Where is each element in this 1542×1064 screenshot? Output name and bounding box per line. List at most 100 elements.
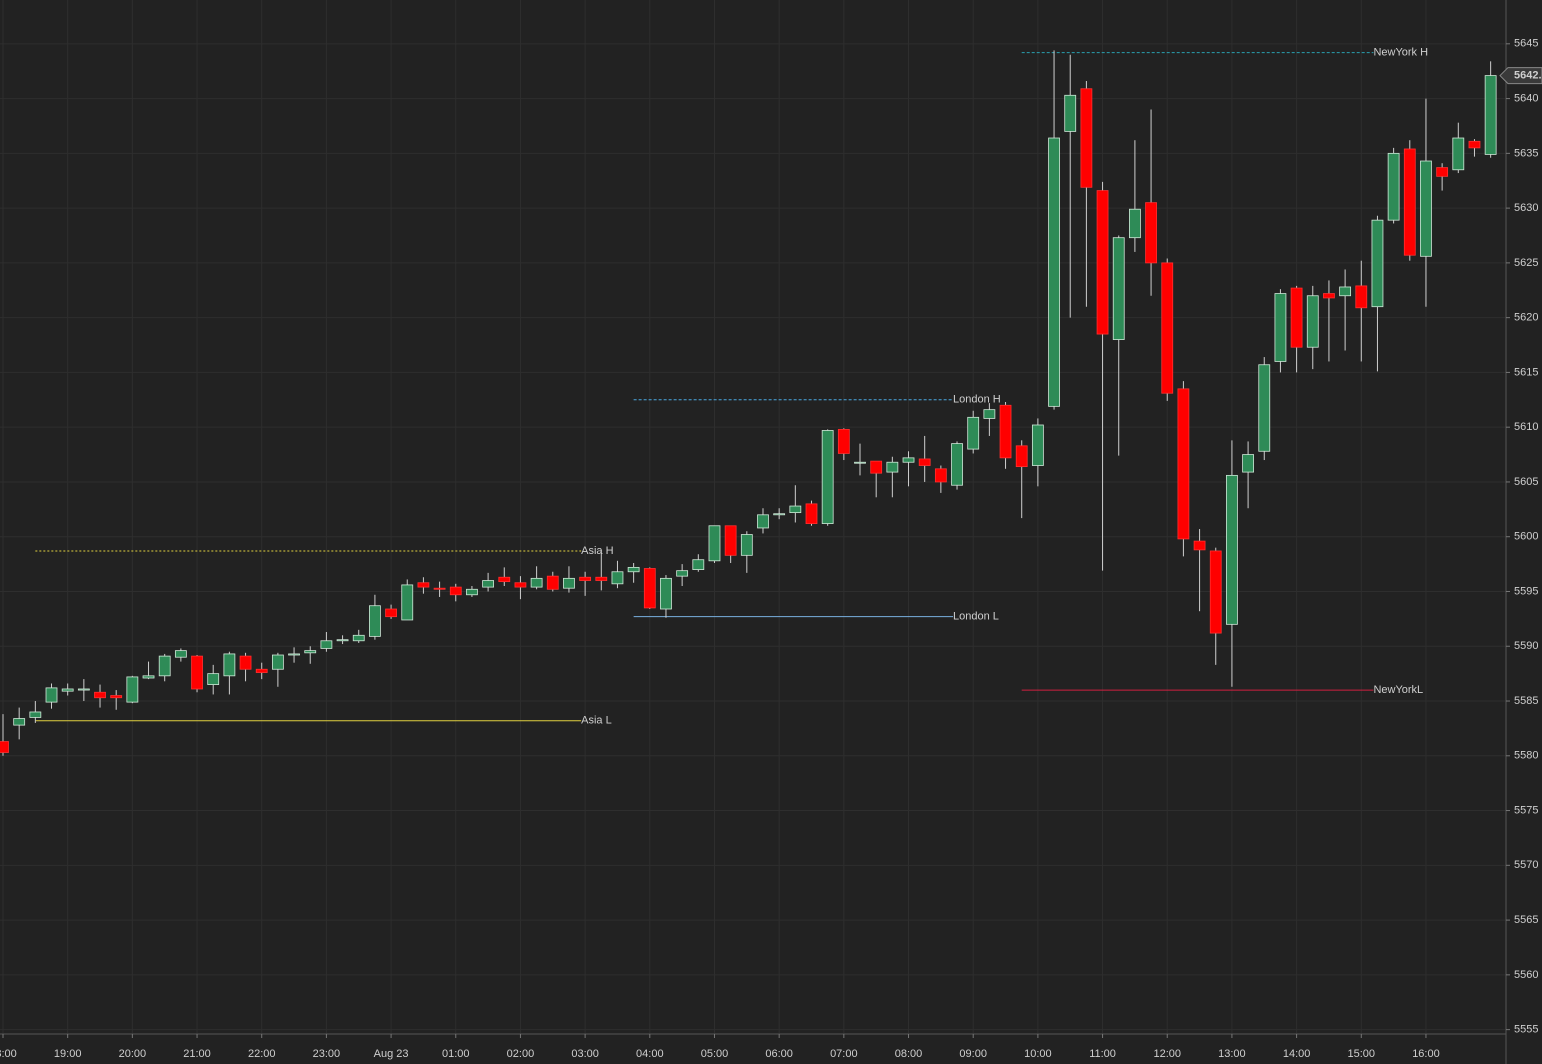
- x-tick-label: 21:00: [183, 1048, 211, 1060]
- candle-body: [174, 650, 187, 658]
- last-price-tag: [1499, 67, 1542, 85]
- y-tick-label: 5615: [1514, 366, 1538, 378]
- candle-body: [45, 687, 58, 703]
- candle-body: [352, 634, 365, 642]
- candle-body: [1420, 160, 1432, 257]
- x-tick-label: 11:00: [1089, 1048, 1116, 1060]
- candle-body: [1355, 285, 1368, 309]
- candle-body: [1452, 137, 1465, 171]
- x-tick-label: 05:00: [701, 1048, 729, 1060]
- candle-body: [1323, 293, 1335, 299]
- x-tick-label: 23:00: [313, 1048, 341, 1060]
- candle-body: [1177, 388, 1190, 540]
- candle-body: [401, 584, 414, 621]
- candle-body: [660, 577, 672, 610]
- candle-body: [239, 655, 252, 670]
- candle-body: [466, 588, 478, 596]
- candle-body: [1258, 364, 1271, 452]
- candle-body: [773, 513, 786, 516]
- candle-body: [870, 460, 883, 474]
- y-tick-label: 5610: [1514, 421, 1538, 433]
- level-label: London H: [953, 394, 1001, 406]
- levels: Asia H Asia L London H London L NewYork H New…: [35, 46, 1428, 727]
- candle-body: [385, 608, 397, 618]
- candle-body: [1145, 202, 1157, 264]
- candle-body: [611, 571, 624, 585]
- candle-body: [0, 741, 9, 753]
- candle-body: [1096, 190, 1109, 335]
- level-label: London L: [953, 611, 999, 623]
- candle-body: [13, 718, 26, 726]
- x-tick-label: 15:00: [1348, 1048, 1376, 1060]
- candle-body: [482, 580, 495, 588]
- candle-body: [449, 586, 462, 596]
- candle-body: [967, 416, 980, 450]
- candle-body: [320, 640, 333, 649]
- candle-body: [417, 582, 430, 588]
- candle-body: [902, 457, 915, 463]
- x-tick-label: 16:00: [1412, 1048, 1440, 1060]
- candle-body: [676, 570, 689, 577]
- candle-body: [886, 461, 899, 473]
- candle-body: [158, 655, 171, 677]
- candle-body: [1031, 424, 1044, 466]
- candle-body: [1274, 293, 1287, 362]
- candle-body: [918, 458, 931, 466]
- candle-body: [1226, 474, 1238, 625]
- last-price-label: 5642.: [1514, 69, 1542, 81]
- y-tick-label: 5620: [1514, 312, 1538, 324]
- candle-body: [1161, 262, 1174, 394]
- candle-body: [1371, 219, 1384, 308]
- x-tick-label: 03:00: [571, 1048, 599, 1060]
- candle-body: [627, 566, 640, 573]
- candle-body: [77, 688, 90, 691]
- y-tick-label: 5605: [1514, 476, 1538, 488]
- candle-body: [1403, 148, 1416, 256]
- x-tick-label: 10:00: [1024, 1048, 1052, 1060]
- candle-body: [94, 691, 106, 699]
- level-label: Asia H: [581, 545, 613, 557]
- candle-body: [498, 576, 511, 583]
- candle-body: [207, 673, 220, 685]
- candle-body: [821, 430, 834, 524]
- candle-body: [1242, 454, 1254, 473]
- candle-body: [1080, 88, 1093, 188]
- candle-body: [1306, 295, 1319, 348]
- candle-body: [1209, 550, 1222, 634]
- y-tick-label: 5565: [1514, 914, 1538, 926]
- candle-body: [1436, 167, 1449, 177]
- candle-body: [708, 525, 721, 562]
- x-tick-label: 09:00: [959, 1048, 987, 1060]
- candle-body: [579, 576, 592, 581]
- candle-body: [288, 653, 300, 656]
- candle-body: [740, 534, 753, 556]
- y-tick-label: 5575: [1514, 804, 1538, 816]
- y-tick-label: 5590: [1514, 640, 1538, 652]
- x-tick-label: 02:00: [507, 1048, 535, 1060]
- candle-body: [255, 668, 268, 673]
- y-tick-label: 5585: [1514, 695, 1538, 707]
- candle-body: [336, 639, 349, 642]
- x-tick-label: 18:00: [0, 1048, 17, 1060]
- candle-body: [724, 525, 737, 556]
- candle-body: [1112, 237, 1125, 340]
- grid: [0, 0, 1506, 1034]
- y-tick-label: 5560: [1514, 969, 1538, 981]
- candle-body: [514, 582, 527, 588]
- candle-body: [757, 514, 769, 529]
- x-tick-label: 22:00: [248, 1048, 276, 1060]
- candle-body: [854, 461, 866, 464]
- x-tick-label: 19:00: [54, 1048, 82, 1060]
- x-tick-label: Aug 23: [374, 1048, 409, 1060]
- candle-body: [110, 695, 123, 699]
- candle-body: [983, 409, 996, 419]
- y-tick-label: 5555: [1514, 1024, 1538, 1036]
- candle-body: [29, 711, 42, 718]
- x-tick-label: 08:00: [895, 1048, 923, 1060]
- y-tick-label: 5635: [1514, 147, 1538, 159]
- candle-body: [1015, 445, 1028, 468]
- candle-body: [934, 468, 947, 483]
